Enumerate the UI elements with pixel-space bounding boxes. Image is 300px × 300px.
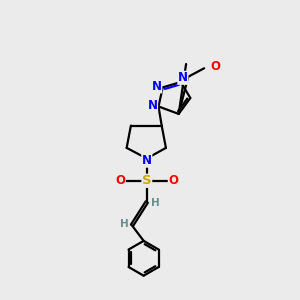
Text: N: N — [148, 99, 158, 112]
Text: O: O — [211, 60, 221, 73]
Text: H: H — [151, 198, 159, 208]
Text: O: O — [168, 174, 178, 187]
Text: O: O — [115, 174, 125, 187]
Text: N: N — [152, 80, 162, 93]
Text: N: N — [142, 154, 152, 167]
Text: H: H — [119, 219, 128, 229]
Text: S: S — [142, 174, 152, 187]
Text: N: N — [178, 71, 188, 84]
